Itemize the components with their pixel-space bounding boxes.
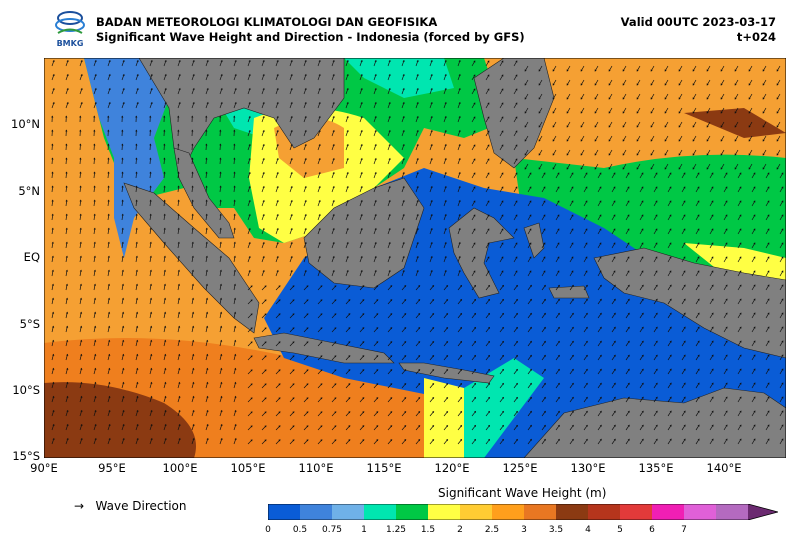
colorbar-tick: 5: [617, 525, 623, 535]
agency-name: BADAN METEOROLOGI KLIMATOLOGI DAN GEOFIS…: [96, 15, 525, 30]
colorbar-segment: [524, 504, 557, 520]
bmkg-logo: BMKG: [52, 8, 88, 48]
lon-label: 115°E: [367, 461, 402, 475]
lon-label: 105°E: [231, 461, 266, 475]
valid-time: Valid 00UTC 2023-03-17 t+024: [621, 15, 776, 45]
colorbar-tick: 6: [649, 525, 655, 535]
chart-title: BADAN METEOROLOGI KLIMATOLOGI DAN GEOFIS…: [96, 15, 525, 45]
wave-direction-label: Wave Direction: [96, 499, 187, 513]
lon-label: 110°E: [299, 461, 334, 475]
colorbar-segment: [652, 504, 685, 520]
colorbar-segment: [332, 504, 365, 520]
colorbar-tick: 1: [361, 525, 367, 535]
colorbar-segment: [684, 504, 717, 520]
lat-label: 5°N: [18, 184, 40, 198]
colorbar-tick: 2: [457, 525, 463, 535]
lon-label: 90°E: [30, 461, 58, 475]
lon-label: 120°E: [435, 461, 470, 475]
lon-label: 140°E: [707, 461, 742, 475]
colorbar-segment: [364, 504, 397, 520]
colorbar-tick: 0.75: [322, 525, 342, 535]
lead-time: t+024: [621, 30, 776, 45]
colorbar-tick: 0: [265, 525, 271, 535]
colorbar-segment: [428, 504, 461, 520]
colorbar-segment: [268, 504, 301, 520]
colorbar-segment: [492, 504, 525, 520]
colorbar: [268, 504, 778, 520]
lon-label: 135°E: [639, 461, 674, 475]
lon-label: 130°E: [571, 461, 606, 475]
colorbar-segment: [396, 504, 429, 520]
lon-label: 125°E: [503, 461, 538, 475]
colorbar-title: Significant Wave Height (m): [438, 486, 606, 500]
valid-date: Valid 00UTC 2023-03-17: [621, 15, 776, 30]
wave-direction-legend: → Wave Direction: [74, 499, 186, 513]
colorbar-segment: [716, 504, 749, 520]
colorbar-extend-arrow: [748, 504, 778, 520]
colorbar-tick: 0.5: [293, 525, 307, 535]
colorbar-segment: [300, 504, 333, 520]
lat-label: EQ: [24, 250, 40, 264]
colorbar-segment: [620, 504, 653, 520]
colorbar-segment: [556, 504, 589, 520]
arrow-right-icon: →: [74, 499, 84, 513]
colorbar-tick: 1.5: [421, 525, 435, 535]
colorbar-tick: 4: [585, 525, 591, 535]
colorbar-segment: [460, 504, 493, 520]
colorbar-tick: 3.5: [549, 525, 563, 535]
colorbar-segment: [588, 504, 621, 520]
product-name: Significant Wave Height and Direction - …: [96, 30, 525, 45]
lon-label: 95°E: [98, 461, 126, 475]
lon-label: 100°E: [163, 461, 198, 475]
colorbar-tick: 7: [681, 525, 687, 535]
lat-label: 10°N: [11, 117, 40, 131]
colorbar-tick: 3: [521, 525, 527, 535]
logo-text: BMKG: [57, 39, 84, 48]
wave-height-map[interactable]: [44, 58, 786, 458]
colorbar-tick: 1.25: [386, 525, 406, 535]
lat-label: 5°S: [20, 317, 40, 331]
lat-label: 10°S: [12, 383, 40, 397]
colorbar-tick: 2.5: [485, 525, 499, 535]
